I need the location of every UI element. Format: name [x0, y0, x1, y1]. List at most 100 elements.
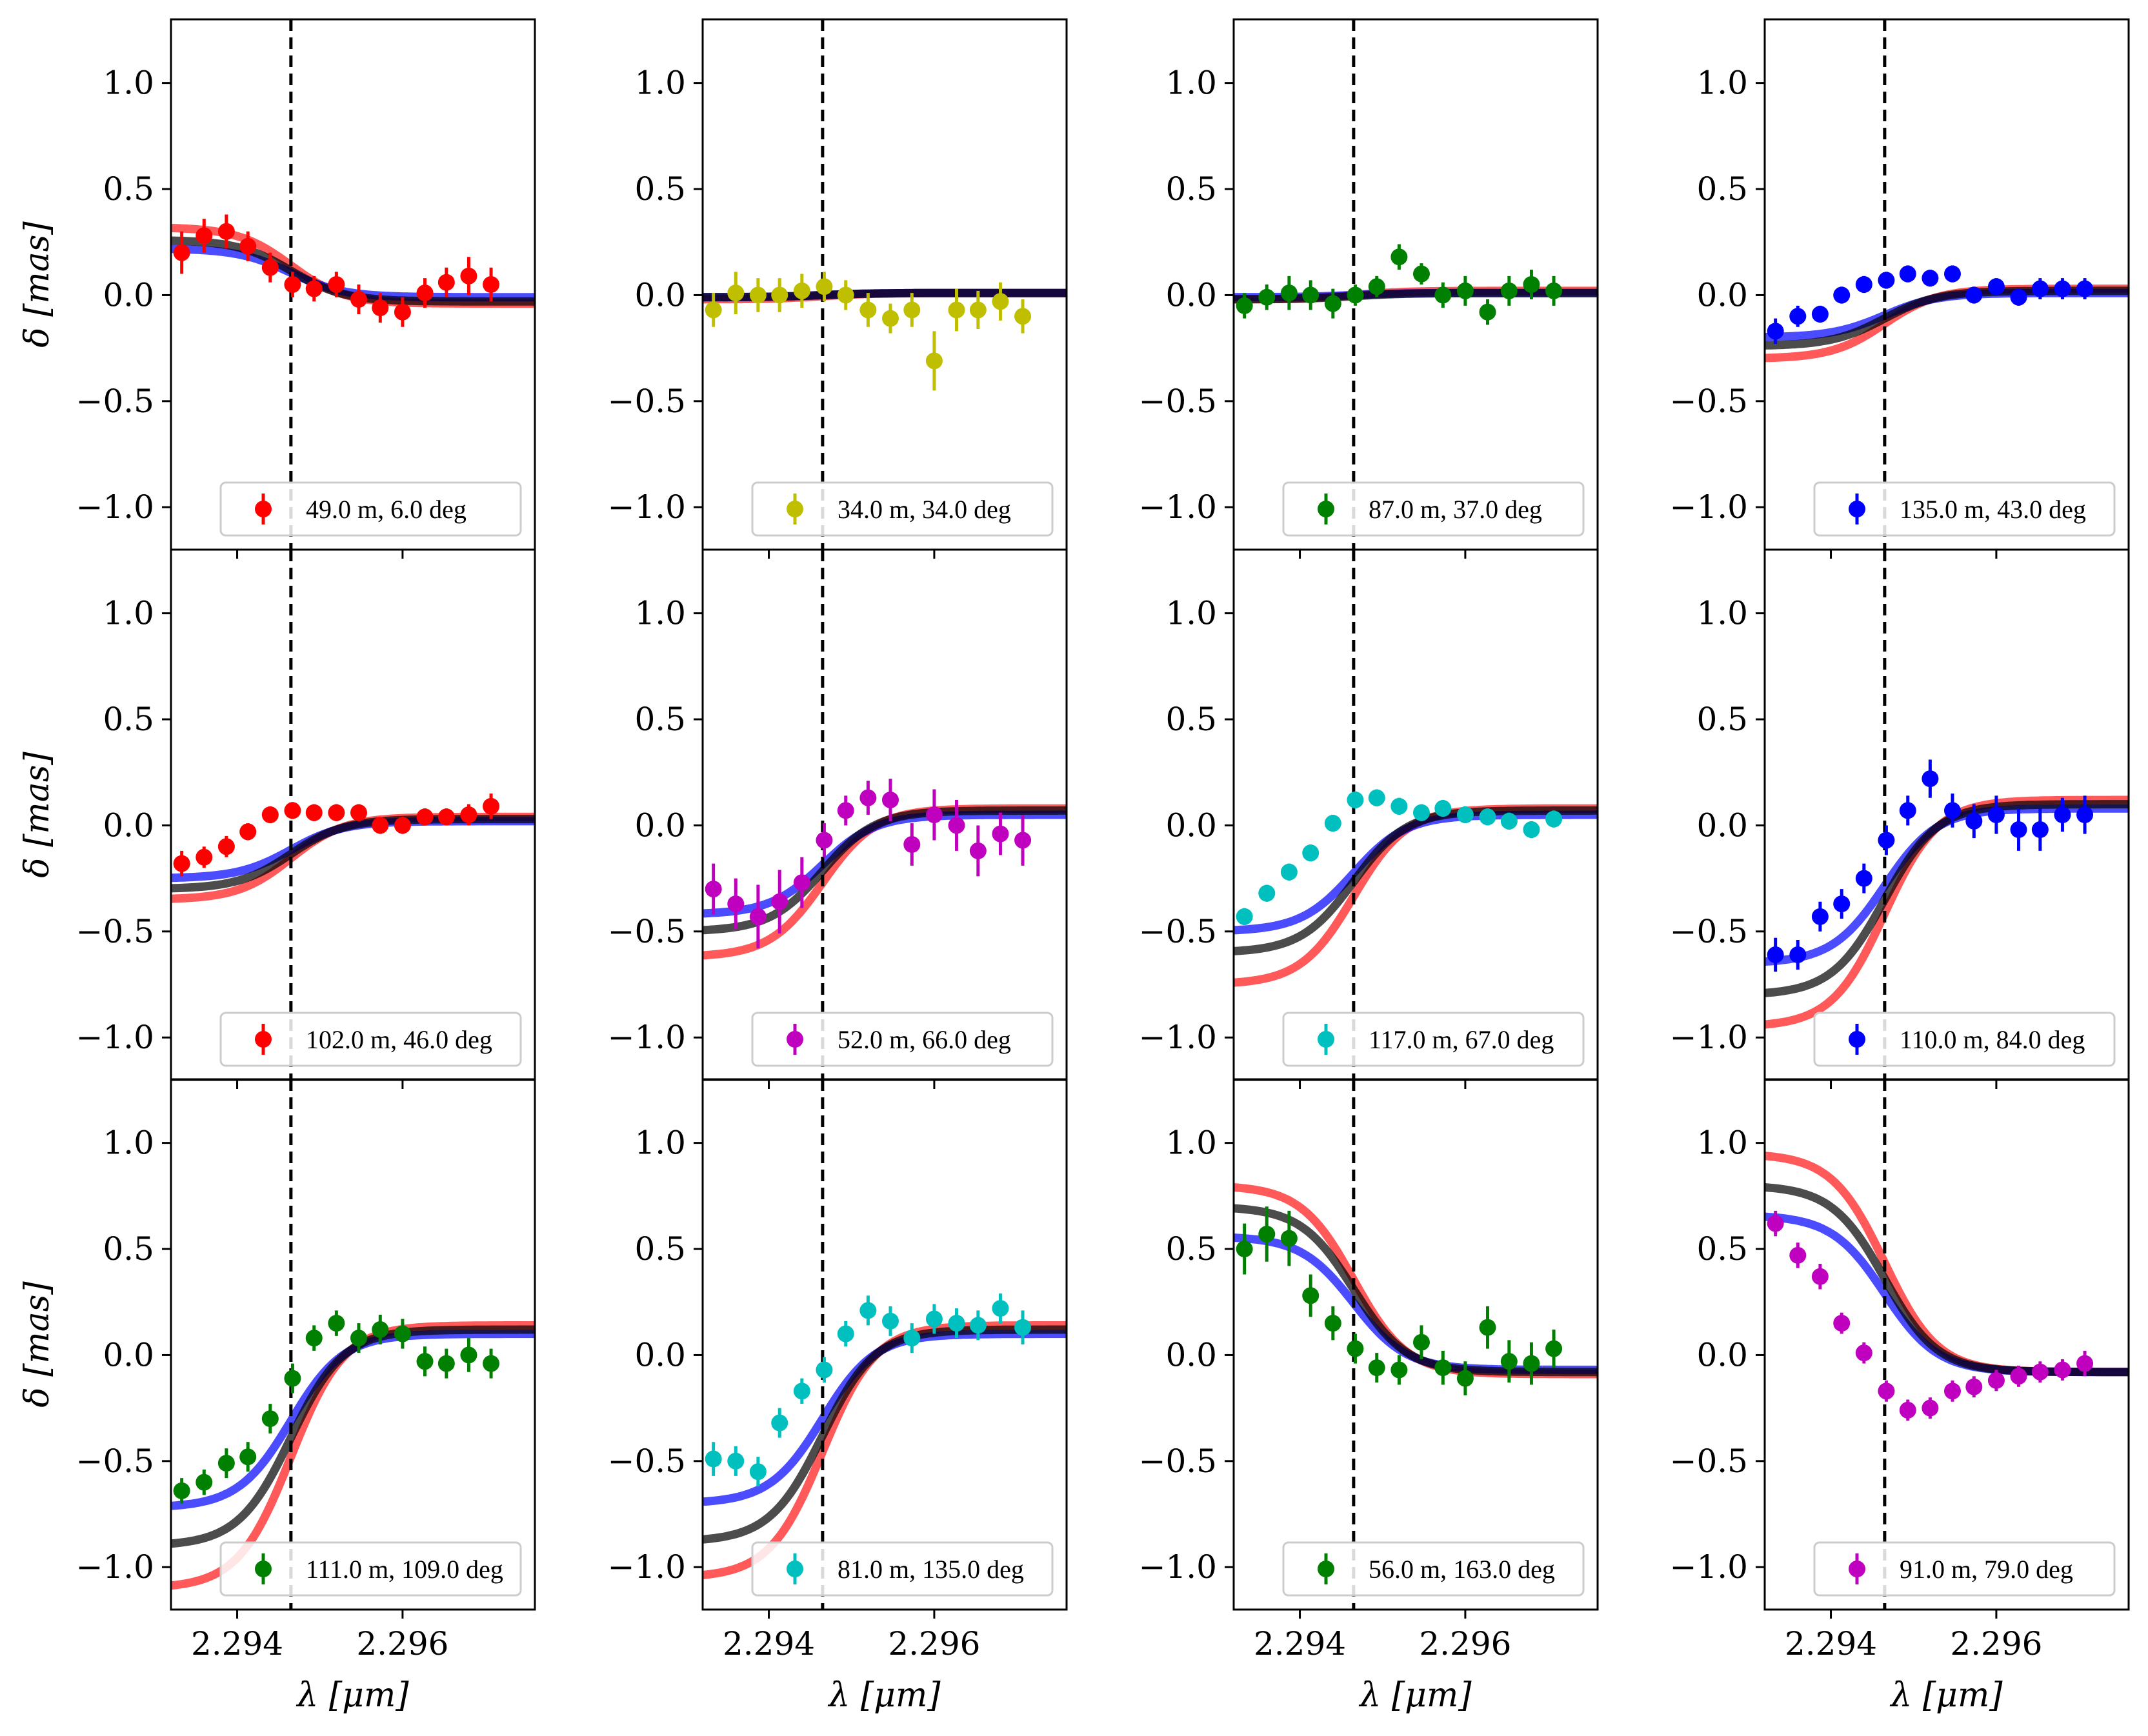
legend-marker	[787, 501, 803, 517]
axes-frame	[1232, 1078, 1599, 1611]
data-point	[416, 1353, 434, 1370]
y-tick-label: −0.5	[76, 383, 154, 420]
data-point	[1412, 804, 1430, 821]
data-point	[372, 817, 389, 834]
legend: 110.0 m, 84.0 deg	[1813, 1012, 2116, 1067]
data-point	[1855, 1344, 1872, 1362]
data-point	[2010, 1368, 2027, 1385]
model-curve-black	[703, 1325, 1067, 1544]
data-point	[793, 282, 810, 299]
data-point	[1943, 802, 1961, 819]
data-point	[394, 817, 411, 834]
model-curve-blue	[171, 244, 535, 302]
model-curve-blue	[171, 1330, 535, 1510]
data-point	[1456, 1370, 1474, 1387]
data-point	[261, 259, 279, 276]
plot-area	[171, 1079, 535, 1610]
legend: 117.0 m, 67.0 deg	[1282, 1012, 1585, 1067]
y-tick-label: 0.0	[1165, 806, 1217, 844]
data-point	[793, 874, 810, 892]
legend: 102.0 m, 46.0 deg	[219, 1012, 522, 1067]
data-point	[1899, 1401, 1916, 1419]
data-point	[1324, 815, 1341, 832]
data-point	[1922, 770, 1939, 788]
x-axis-label: λ [μm]	[1358, 1676, 1472, 1715]
subplot-1: 1.0 0.5 0.0 −0.5 −1.0 δ [mas] 49.0 m, 6.0 deg	[18, 18, 536, 559]
data-point	[1767, 946, 1784, 964]
data-point	[1987, 278, 2005, 295]
data-point	[1811, 306, 1829, 323]
legend-marker	[255, 501, 272, 517]
y-tick-label: −0.5	[76, 913, 154, 950]
data-point	[2054, 280, 2071, 297]
x-axis-label: λ [μm]	[296, 1676, 409, 1715]
data-point	[1878, 1382, 1895, 1400]
y-tick-label: −1.0	[76, 1019, 154, 1056]
plot-area	[1765, 1079, 2129, 1610]
data-point	[837, 286, 854, 304]
data-point	[1500, 812, 1518, 830]
data-point	[394, 303, 411, 321]
data-point	[1811, 908, 1829, 925]
subplot-5: 1.0 0.5 0.0 −0.5 −1.0 δ [mas] 102.0 m, 46.0 de…	[18, 548, 536, 1089]
y-tick-label: −0.5	[608, 383, 686, 420]
y-tick-label: 1.0	[634, 65, 686, 102]
legend-label: 110.0 m, 84.0 deg	[1900, 1025, 2085, 1054]
data-point	[284, 276, 301, 293]
y-tick-label: 0.0	[1696, 1336, 1748, 1373]
data-point	[1767, 1215, 1784, 1232]
x-tick-label: 2.296	[888, 1625, 980, 1662]
y-tick-label: −1.0	[1139, 1548, 1217, 1586]
axes-frame	[1763, 18, 2130, 551]
data-point	[1479, 1319, 1496, 1336]
data-point	[1987, 806, 2005, 823]
y-axis-label: δ [mas]	[18, 752, 57, 878]
plot-area	[1234, 1079, 1598, 1610]
y-tick-label: 0.0	[103, 806, 154, 844]
data-point	[1987, 1372, 2005, 1389]
y-tick-label: 1.0	[103, 65, 154, 102]
data-point	[1014, 308, 1032, 325]
x-tick-label: 2.294	[1785, 1625, 1877, 1662]
data-point	[1965, 286, 1983, 304]
legend: 91.0 m, 79.0 deg	[1813, 1541, 2116, 1597]
plot-area	[171, 550, 535, 1080]
data-point	[1943, 265, 1961, 283]
legend-label: 56.0 m, 163.0 deg	[1369, 1555, 1555, 1584]
data-point	[1456, 806, 1474, 823]
legend-marker	[255, 1561, 272, 1577]
legend-label: 87.0 m, 37.0 deg	[1369, 495, 1542, 524]
axes-frame	[1763, 1078, 2130, 1611]
legend: 87.0 m, 37.0 deg	[1282, 481, 1585, 537]
data-point	[903, 836, 921, 853]
data-point	[1390, 1361, 1408, 1379]
data-point	[837, 802, 854, 819]
data-point	[217, 223, 235, 240]
data-point	[2054, 1361, 2071, 1379]
data-point	[771, 1414, 788, 1432]
data-point	[1302, 286, 1320, 304]
data-point	[1434, 1359, 1452, 1377]
data-point	[196, 1473, 213, 1491]
data-point	[881, 791, 899, 808]
data-point	[992, 293, 1009, 310]
legend-marker	[255, 1031, 272, 1048]
data-point	[305, 1330, 323, 1347]
data-point	[992, 825, 1009, 843]
x-axis-label: λ [μm]	[827, 1676, 941, 1715]
y-tick-label: 0.5	[1165, 701, 1217, 738]
legend: 81.0 m, 135.0 deg	[751, 1541, 1054, 1597]
data-point	[1390, 797, 1408, 815]
data-point	[1789, 1246, 1807, 1264]
data-point	[925, 1310, 943, 1328]
data-point	[437, 274, 455, 291]
data-point	[1368, 1359, 1385, 1377]
data-point	[1347, 286, 1364, 304]
data-point	[1434, 800, 1452, 817]
data-point	[196, 227, 213, 244]
data-point	[1258, 288, 1276, 306]
y-tick-label: −0.5	[1139, 913, 1217, 950]
data-point	[859, 789, 877, 806]
data-point	[1412, 1333, 1430, 1351]
data-point	[1280, 1230, 1298, 1247]
